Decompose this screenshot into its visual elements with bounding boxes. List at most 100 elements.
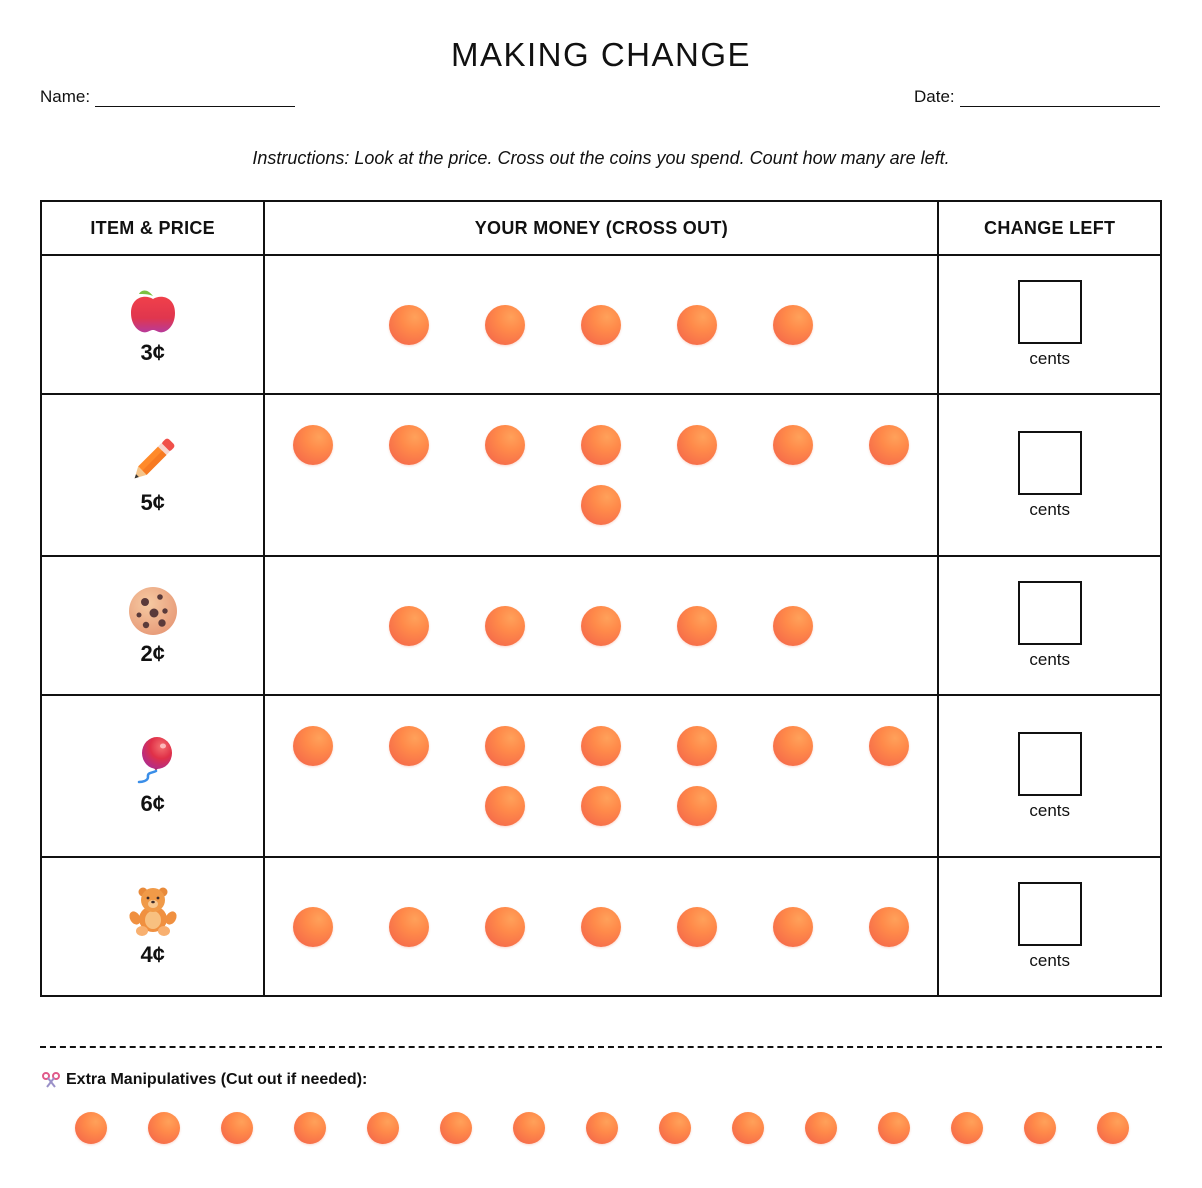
coin-slot <box>649 726 745 766</box>
column-header-item: ITEM & PRICE <box>39 200 266 256</box>
penny-coin-icon[interactable] <box>485 605 526 646</box>
coin-slot <box>553 906 649 947</box>
penny-coin-icon[interactable] <box>869 425 910 465</box>
answer-box[interactable] <box>1017 731 1082 796</box>
extra-coin-group <box>54 1112 1149 1144</box>
penny-coin-icon[interactable] <box>581 485 622 525</box>
penny-coin-icon[interactable] <box>485 786 526 826</box>
item-price: 4¢ <box>140 941 165 967</box>
coin-slot <box>553 726 649 766</box>
penny-coin-icon[interactable] <box>512 1112 545 1144</box>
coin-slot <box>857 1112 930 1144</box>
penny-coin-icon[interactable] <box>677 906 718 947</box>
penny-coin-icon[interactable] <box>293 906 334 947</box>
penny-coin-icon[interactable] <box>773 906 814 947</box>
penny-coin-icon[interactable] <box>74 1112 107 1144</box>
penny-coin-icon[interactable] <box>147 1112 180 1144</box>
penny-coin-icon[interactable] <box>581 906 622 947</box>
answer-box[interactable] <box>1017 882 1082 946</box>
answer-box[interactable] <box>1017 280 1082 344</box>
coin-group <box>265 906 937 947</box>
coin-group <box>265 605 937 646</box>
item-cell: 2¢ <box>39 555 266 696</box>
penny-coin-icon[interactable] <box>485 726 526 766</box>
penny-coin-icon[interactable] <box>773 605 814 646</box>
coin-slot <box>553 304 649 345</box>
coin-group <box>265 425 937 525</box>
penny-coin-icon[interactable] <box>773 304 814 345</box>
table-row: 6¢ cents <box>39 694 1162 858</box>
cents-label: cents <box>1029 349 1070 368</box>
penny-coin-icon[interactable] <box>677 425 718 465</box>
coin-group <box>265 726 937 826</box>
penny-coin-icon[interactable] <box>677 304 718 345</box>
penny-coin-icon[interactable] <box>677 786 718 826</box>
penny-coin-icon[interactable] <box>658 1112 691 1144</box>
table-row: 3¢ cents <box>39 254 1162 395</box>
penny-coin-icon[interactable] <box>389 726 430 766</box>
cut-line-divider <box>40 1046 1162 1048</box>
coin-slot <box>361 304 457 345</box>
answer-box[interactable] <box>1017 581 1082 645</box>
penny-coin-icon[interactable] <box>389 304 430 345</box>
penny-coin-icon[interactable] <box>804 1112 837 1144</box>
penny-coin-icon[interactable] <box>773 726 814 766</box>
penny-coin-icon[interactable] <box>366 1112 399 1144</box>
item-cell: 4¢ <box>39 856 266 997</box>
name-input-line[interactable] <box>95 92 296 107</box>
coin-slot <box>841 906 937 947</box>
answer-box[interactable] <box>1017 430 1082 495</box>
penny-coin-icon[interactable] <box>293 726 334 766</box>
coin-slot <box>361 605 457 646</box>
penny-coin-icon[interactable] <box>293 1112 326 1144</box>
penny-coin-icon[interactable] <box>581 425 622 465</box>
penny-coin-icon[interactable] <box>869 906 910 947</box>
change-cell: cents <box>937 856 1162 997</box>
apple-icon <box>130 290 175 332</box>
penny-coin-icon[interactable] <box>389 605 430 646</box>
penny-coin-icon[interactable] <box>581 786 622 826</box>
date-input-line[interactable] <box>959 92 1160 107</box>
penny-coin-icon[interactable] <box>485 425 526 465</box>
change-cell: cents <box>937 694 1162 858</box>
money-cell <box>263 254 940 395</box>
penny-coin-icon[interactable] <box>877 1112 910 1144</box>
coin-slot <box>649 425 745 465</box>
penny-coin-icon[interactable] <box>677 726 718 766</box>
penny-coin-icon[interactable] <box>773 425 814 465</box>
date-label: Date: <box>914 87 955 106</box>
penny-coin-icon[interactable] <box>731 1112 764 1144</box>
penny-coin-icon[interactable] <box>581 304 622 345</box>
teddy-bear-icon <box>129 887 177 936</box>
coin-slot <box>457 605 553 646</box>
penny-coin-icon[interactable] <box>1096 1112 1129 1144</box>
coin-slot <box>457 726 553 766</box>
penny-coin-icon[interactable] <box>869 726 910 766</box>
coin-slot <box>457 906 553 947</box>
penny-coin-icon[interactable] <box>485 304 526 345</box>
penny-coin-icon[interactable] <box>1023 1112 1056 1144</box>
penny-coin-icon[interactable] <box>677 605 718 646</box>
coin-slot <box>1003 1112 1076 1144</box>
coin-slot <box>711 1112 784 1144</box>
penny-coin-icon[interactable] <box>950 1112 983 1144</box>
penny-coin-icon[interactable] <box>439 1112 472 1144</box>
date-field: Date: <box>914 87 1160 107</box>
penny-coin-icon[interactable] <box>581 605 622 646</box>
penny-coin-icon[interactable] <box>389 425 430 465</box>
coin-slot <box>553 786 649 826</box>
penny-coin-icon[interactable] <box>220 1112 253 1144</box>
cents-label: cents <box>1029 499 1070 519</box>
coin-slot <box>745 425 841 465</box>
coin-slot <box>649 605 745 646</box>
penny-coin-icon[interactable] <box>293 425 334 465</box>
penny-coin-icon[interactable] <box>585 1112 618 1144</box>
penny-coin-icon[interactable] <box>581 726 622 766</box>
penny-coin-icon[interactable] <box>389 906 430 947</box>
name-label: Name: <box>40 87 91 106</box>
instructions: Instructions: Look at the price. Cross o… <box>252 148 950 168</box>
coin-slot <box>265 425 361 465</box>
coin-slot <box>553 425 649 465</box>
penny-coin-icon[interactable] <box>485 906 526 947</box>
balloon-icon <box>137 737 172 784</box>
